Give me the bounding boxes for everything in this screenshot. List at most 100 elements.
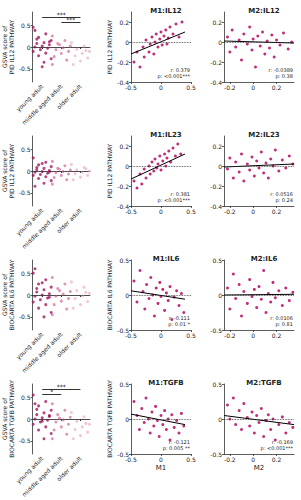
svg-text:0: 0 (125, 292, 129, 299)
svg-text:0.5: 0.5 (21, 394, 31, 401)
svg-text:M1:IL12: M1:IL12 (150, 7, 182, 15)
svg-text:middle aged adult: middle aged adult (20, 82, 64, 126)
svg-text:-0.2: -0.2 (117, 183, 129, 190)
svg-text:p: <0.001***: p: <0.001*** (158, 73, 191, 80)
svg-text:0.5: 0.5 (21, 270, 31, 277)
svg-text:0: 0 (27, 168, 31, 175)
svg-text:***: *** (57, 11, 66, 18)
svg-text:-0.2: -0.2 (117, 59, 129, 66)
svg-text:-0.2: -0.2 (224, 84, 236, 91)
svg-text:0.2: 0.2 (272, 208, 282, 215)
svg-text:0.5: 0.5 (212, 381, 222, 388)
svg-text:p: 0.01 *: p: 0.01 * (168, 321, 190, 328)
svg-text:0.2: 0.2 (119, 19, 129, 26)
svg-text:0: 0 (27, 44, 31, 51)
svg-text:0: 0 (218, 39, 222, 46)
svg-text:0: 0 (159, 456, 163, 463)
svg-text:0: 0 (218, 292, 222, 299)
svg-text:BIOCARTA IL6 PATHWAY: BIOCARTA IL6 PATHWAY (8, 259, 15, 330)
svg-text:-0.2: -0.2 (210, 59, 222, 66)
svg-text:PID IL12 PATHWAY: PID IL12 PATHWAY (106, 143, 113, 198)
svg-text:older adult: older adult (55, 330, 83, 358)
svg-text:-0.2: -0.2 (210, 183, 222, 190)
svg-text:-0.5: -0.5 (210, 327, 222, 334)
svg-text:-0.4: -0.4 (210, 203, 222, 210)
svg-text:-0.5: -0.5 (125, 456, 137, 463)
svg-text:p: 0.81: p: 0.81 (275, 321, 293, 328)
svg-text:0.2: 0.2 (212, 19, 222, 26)
svg-text:BIOCARTA TGFB PATHWAY: BIOCARTA TGFB PATHWAY (8, 380, 15, 458)
svg-text:0.5: 0.5 (186, 332, 196, 339)
svg-text:***: *** (57, 383, 66, 390)
svg-text:0.2: 0.2 (272, 332, 282, 339)
svg-text:0: 0 (218, 163, 222, 170)
svg-text:older adult: older adult (55, 82, 83, 110)
svg-text:M1: M1 (156, 464, 167, 472)
svg-text:M2:IL23: M2:IL23 (248, 131, 280, 139)
svg-text:0: 0 (251, 84, 255, 91)
svg-text:BIOCARTA IL6 PATHWAY: BIOCARTA IL6 PATHWAY (106, 259, 113, 330)
svg-text:M2:IL12: M2:IL12 (248, 7, 280, 15)
svg-text:-0.5: -0.5 (210, 451, 222, 458)
svg-text:p: <0.001***: p: <0.001*** (261, 445, 294, 452)
svg-text:p: <0.001***: p: <0.001*** (158, 197, 191, 204)
svg-text:M2:IL6: M2:IL6 (251, 255, 278, 263)
svg-text:0.2: 0.2 (272, 456, 282, 463)
svg-text:PID IL12 PATHWAY: PID IL12 PATHWAY (8, 143, 15, 198)
svg-text:-0.2: -0.2 (224, 456, 236, 463)
svg-text:-0.5: -0.5 (19, 65, 31, 72)
svg-text:PID IL12 PATHWAY: PID IL12 PATHWAY (8, 19, 15, 74)
svg-text:0: 0 (125, 163, 129, 170)
svg-text:0: 0 (27, 416, 31, 423)
svg-text:-0.5: -0.5 (125, 84, 137, 91)
svg-text:0.2: 0.2 (212, 143, 222, 150)
svg-text:-0.5: -0.5 (19, 313, 31, 320)
svg-text:GSVA score of: GSVA score of (1, 273, 8, 316)
svg-text:0.5: 0.5 (21, 146, 31, 153)
svg-text:0.5: 0.5 (186, 456, 196, 463)
svg-text:0: 0 (218, 416, 222, 423)
svg-text:M2: M2 (254, 464, 265, 472)
svg-text:older adult: older adult (55, 206, 83, 234)
svg-text:GSVA score of: GSVA score of (1, 25, 8, 68)
svg-text:0.5: 0.5 (21, 22, 31, 29)
svg-text:0.5: 0.5 (119, 257, 129, 264)
svg-text:-0.5: -0.5 (19, 189, 31, 196)
svg-text:***: *** (66, 16, 75, 23)
svg-text:0: 0 (125, 39, 129, 46)
svg-text:M2:TGFB: M2:TGFB (246, 379, 281, 387)
svg-text:GSVA score of: GSVA score of (1, 397, 8, 440)
svg-text:-0.2: -0.2 (224, 208, 236, 215)
svg-text:-0.2: -0.2 (224, 332, 236, 339)
svg-text:M1:IL23: M1:IL23 (150, 131, 182, 139)
svg-text:0.5: 0.5 (186, 84, 196, 91)
svg-text:0: 0 (251, 332, 255, 339)
svg-text:BIOCARTA TGFB PATHWAY: BIOCARTA TGFB PATHWAY (106, 380, 113, 458)
svg-text:0: 0 (125, 416, 129, 423)
svg-text:p: 0.005 **: p: 0.005 ** (163, 445, 191, 452)
svg-text:-0.5: -0.5 (125, 208, 137, 215)
svg-text:0: 0 (27, 292, 31, 299)
svg-text:M1:TGFB: M1:TGFB (148, 379, 183, 387)
svg-text:M1:IL6: M1:IL6 (153, 255, 180, 263)
svg-text:*: * (50, 388, 53, 395)
svg-text:older adult: older adult (55, 454, 83, 482)
svg-text:0.2: 0.2 (272, 84, 282, 91)
svg-text:0.2: 0.2 (119, 143, 129, 150)
svg-text:0: 0 (251, 456, 255, 463)
svg-text:PID IL12 PATHWAY: PID IL12 PATHWAY (106, 19, 113, 74)
svg-text:-0.4: -0.4 (210, 79, 222, 86)
svg-text:-0.5: -0.5 (19, 437, 31, 444)
svg-text:0: 0 (159, 208, 163, 215)
svg-text:0: 0 (159, 332, 163, 339)
svg-text:middle aged adult: middle aged adult (20, 206, 64, 250)
svg-text:0.5: 0.5 (186, 208, 196, 215)
svg-text:0: 0 (159, 84, 163, 91)
svg-text:0.5: 0.5 (119, 381, 129, 388)
svg-text:p: 0.24: p: 0.24 (275, 197, 293, 204)
svg-text:0.5: 0.5 (212, 257, 222, 264)
svg-text:0: 0 (251, 208, 255, 215)
svg-text:GSVA score of: GSVA score of (1, 149, 8, 192)
svg-text:-0.5: -0.5 (125, 332, 137, 339)
svg-text:p: 0.38: p: 0.38 (275, 73, 293, 80)
